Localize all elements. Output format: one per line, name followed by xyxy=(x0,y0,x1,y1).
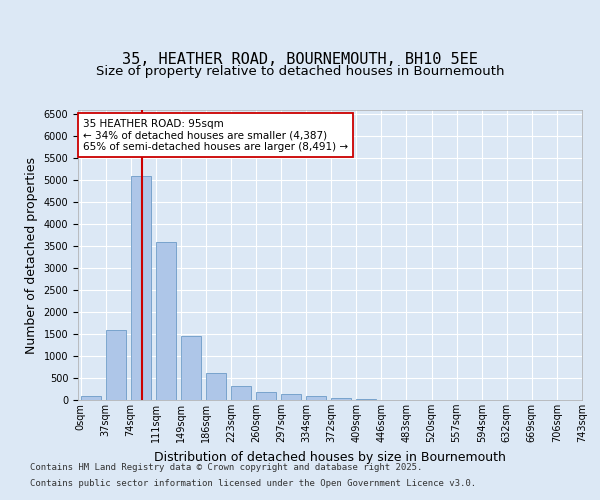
Bar xyxy=(106,330,125,400)
Bar xyxy=(306,396,326,400)
X-axis label: Distribution of detached houses by size in Bournemouth: Distribution of detached houses by size … xyxy=(154,450,506,464)
Y-axis label: Number of detached properties: Number of detached properties xyxy=(25,156,38,354)
Bar xyxy=(331,398,352,400)
Text: 35, HEATHER ROAD, BOURNEMOUTH, BH10 5EE: 35, HEATHER ROAD, BOURNEMOUTH, BH10 5EE xyxy=(122,52,478,68)
Text: Size of property relative to detached houses in Bournemouth: Size of property relative to detached ho… xyxy=(96,66,504,78)
Bar xyxy=(181,336,201,400)
Bar xyxy=(80,396,101,400)
Bar xyxy=(231,386,251,400)
Bar xyxy=(206,373,226,400)
Bar xyxy=(131,176,151,400)
Text: 35 HEATHER ROAD: 95sqm
← 34% of detached houses are smaller (4,387)
65% of semi-: 35 HEATHER ROAD: 95sqm ← 34% of detached… xyxy=(83,118,348,152)
Bar xyxy=(281,394,301,400)
Text: Contains HM Land Registry data © Crown copyright and database right 2025.: Contains HM Land Registry data © Crown c… xyxy=(30,464,422,472)
Text: Contains public sector information licensed under the Open Government Licence v3: Contains public sector information licen… xyxy=(30,478,476,488)
Bar xyxy=(156,242,176,400)
Bar xyxy=(256,392,276,400)
